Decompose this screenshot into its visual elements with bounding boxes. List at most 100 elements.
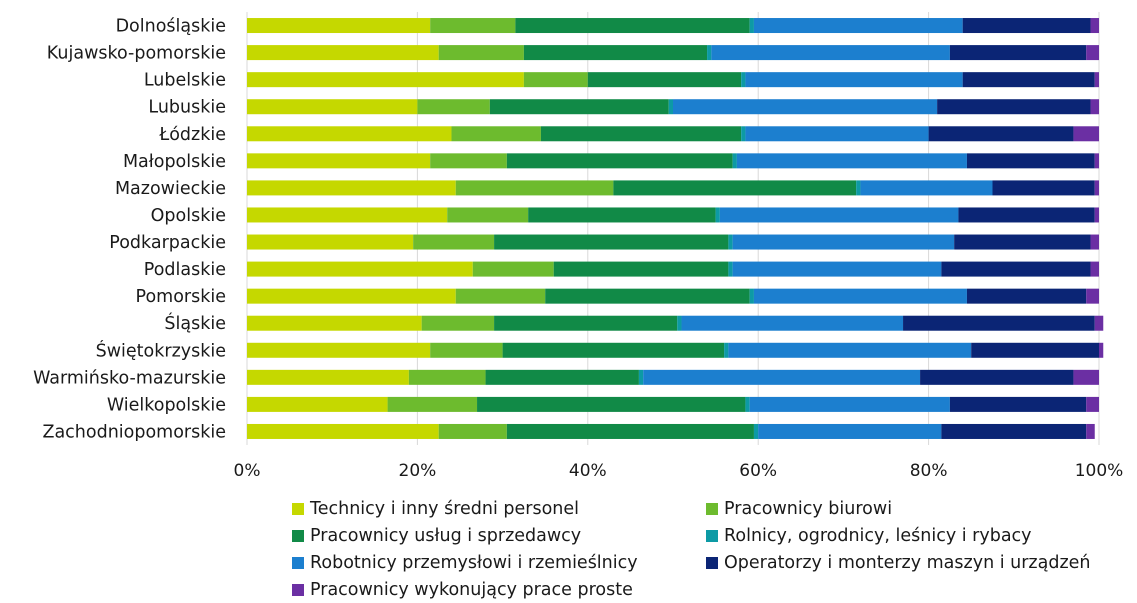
bar-segment xyxy=(247,180,456,196)
bar-segment xyxy=(941,423,1087,439)
bar-segment xyxy=(753,423,759,439)
legend-swatch xyxy=(706,503,718,515)
bar-segment xyxy=(638,369,644,385)
bar-segment xyxy=(247,288,456,304)
bar-segment xyxy=(749,288,754,304)
bar-segment xyxy=(758,423,942,439)
bar-segment xyxy=(958,207,1095,223)
bar-segment xyxy=(732,261,942,277)
category-label: Lubuskie xyxy=(148,98,226,118)
bar-segment xyxy=(247,153,431,169)
bar-segment xyxy=(387,396,478,412)
bar-segment xyxy=(1094,207,1099,223)
bar-segment xyxy=(430,153,507,169)
x-tick-label: 40% xyxy=(569,461,607,481)
bar-segment xyxy=(417,99,490,115)
bar-segment xyxy=(749,396,950,412)
bar-segment xyxy=(438,423,507,439)
bar-segment xyxy=(903,315,1095,331)
legend-item: Pracownicy biurowi xyxy=(706,498,892,520)
bar-segment xyxy=(247,234,414,250)
bar-segment xyxy=(523,45,708,61)
bar-segment xyxy=(502,342,725,358)
bars xyxy=(247,18,1104,439)
category-label: Śląskie xyxy=(164,312,226,334)
category-labels: Dolnośląskie Kujawsko-pomorskie Lubelskie L… xyxy=(33,17,226,443)
bar-segment xyxy=(677,315,682,331)
bar-segment xyxy=(732,153,737,169)
bar-segment xyxy=(728,261,733,277)
bar-segment xyxy=(753,288,967,304)
bar-segment xyxy=(745,72,963,88)
bar-segment xyxy=(971,342,1099,358)
legend-label: Technicy i inny średni personel xyxy=(310,499,580,519)
bar-segment xyxy=(421,315,495,331)
bar-segment xyxy=(707,45,712,61)
bar-segment xyxy=(732,234,955,250)
legend-swatch xyxy=(292,557,304,569)
bar-segment xyxy=(247,99,418,115)
bar-segment xyxy=(413,234,495,250)
legend-label: Pracownicy biurowi xyxy=(724,499,893,519)
category-label: Dolnośląskie xyxy=(116,17,226,37)
bar-segment xyxy=(613,180,857,196)
bar-segment xyxy=(745,396,750,412)
bar-segment xyxy=(408,369,486,385)
bar-segment xyxy=(506,423,754,439)
bar-segment xyxy=(553,261,729,277)
bar-segment xyxy=(1094,153,1099,169)
legend-item: Rolnicy, ogrodnicy, leśnicy i rybacy xyxy=(706,525,1032,547)
bar-segment xyxy=(949,396,1087,412)
category-label: Wielkopolskie xyxy=(107,395,226,415)
bar-segment xyxy=(949,45,1087,61)
bar-segment xyxy=(711,45,950,61)
legend-label: Pracownicy usług i sprzedawcy xyxy=(310,526,582,546)
bar-segment xyxy=(992,180,1095,196)
bar-segment xyxy=(856,180,861,196)
bar-segment xyxy=(506,153,733,169)
legend-item: Pracownicy wykonujący prace proste xyxy=(292,579,633,601)
category-label: Świętokrzyskie xyxy=(96,339,226,361)
bar-segment xyxy=(724,342,729,358)
legend-swatch xyxy=(292,503,304,515)
bar-segment xyxy=(447,207,529,223)
bar-segment xyxy=(247,261,473,277)
bar-segment xyxy=(247,342,431,358)
bar-segment xyxy=(1099,342,1104,358)
bar-segment xyxy=(719,207,959,223)
x-tick-labels: 0% 20% 40% 60% 80% 100% xyxy=(234,461,1124,481)
bar-segment xyxy=(477,396,746,412)
bar-segment xyxy=(540,126,742,142)
bar-segment xyxy=(1073,126,1099,142)
bar-segment xyxy=(681,315,904,331)
bar-segment xyxy=(485,369,639,385)
legend-item: Robotnicy przemysłowi i rzemieślnicy xyxy=(292,552,638,574)
bar-segment xyxy=(247,207,448,223)
bar-segment xyxy=(1094,180,1099,196)
legend-label: Operatorzy i monterzy maszyn i urządzeń xyxy=(724,553,1091,573)
bar-segment xyxy=(741,126,746,142)
category-label: Kujawsko-pomorskie xyxy=(47,44,226,64)
legend-item: Pracownicy usług i sprzedawcy xyxy=(292,525,581,547)
legend-item: Operatorzy i monterzy maszyn i urządzeń xyxy=(706,552,1091,574)
bar-segment xyxy=(962,72,1095,88)
x-tick-label: 0% xyxy=(234,461,261,481)
bar-segment xyxy=(247,45,439,61)
bar-segment xyxy=(545,288,750,304)
bar-segment xyxy=(741,72,746,88)
bar-segment xyxy=(247,72,524,88)
bar-segment xyxy=(1090,18,1099,34)
legend-swatch xyxy=(292,530,304,542)
bar-segment xyxy=(247,369,409,385)
category-label: Lubelskie xyxy=(144,71,226,91)
bar-segment xyxy=(749,18,754,34)
bar-segment xyxy=(954,234,1091,250)
x-tick-label: 80% xyxy=(910,461,948,481)
bar-segment xyxy=(515,18,750,34)
x-tick-label: 100% xyxy=(1075,461,1124,481)
bar-segment xyxy=(1086,396,1099,412)
bar-segment xyxy=(643,369,921,385)
bar-segment xyxy=(920,369,1074,385)
category-label: Zachodniopomorskie xyxy=(42,422,226,442)
category-label: Pomorskie xyxy=(136,287,226,307)
